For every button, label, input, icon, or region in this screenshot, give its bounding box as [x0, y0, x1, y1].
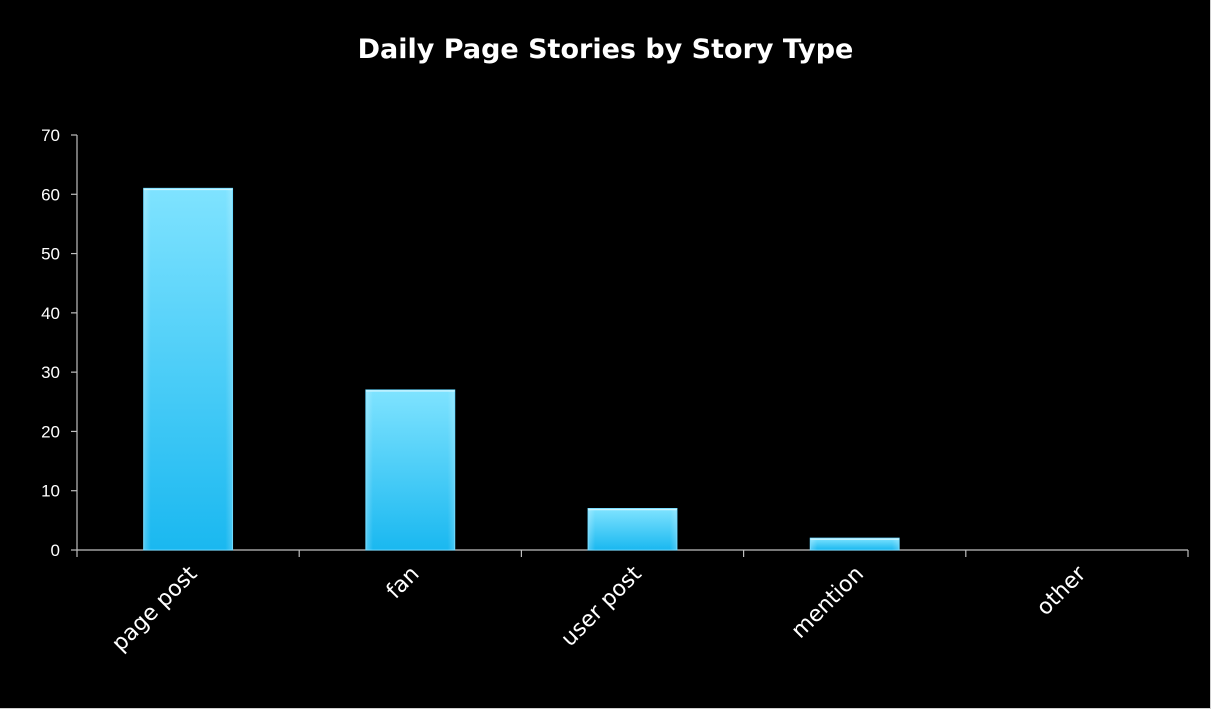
chart-title: Daily Page Stories by Story Type: [357, 34, 854, 65]
bar-shine: [365, 389, 455, 550]
bar-shine: [143, 188, 233, 550]
bars-layer: [143, 187, 900, 551]
x-category-label: mention: [787, 562, 869, 644]
y-tick-label: 70: [41, 126, 60, 145]
y-tick-label: 40: [41, 304, 60, 323]
x-category-label: page post: [107, 561, 202, 656]
bar-shine: [588, 508, 677, 550]
x-category-label: fan: [382, 562, 425, 605]
axes-layer: [71, 134, 1189, 557]
y-tick-label: 30: [41, 363, 60, 382]
y-tick-label: 0: [51, 541, 60, 560]
y-tick-label: 50: [41, 245, 60, 264]
x-category-label: other: [1032, 561, 1092, 621]
y-tick-label: 10: [41, 482, 60, 501]
x-category-label: user post: [557, 561, 647, 651]
y-tick-label: 20: [41, 422, 60, 441]
y-tick-label: 60: [41, 185, 60, 204]
bar-shine: [810, 538, 900, 550]
